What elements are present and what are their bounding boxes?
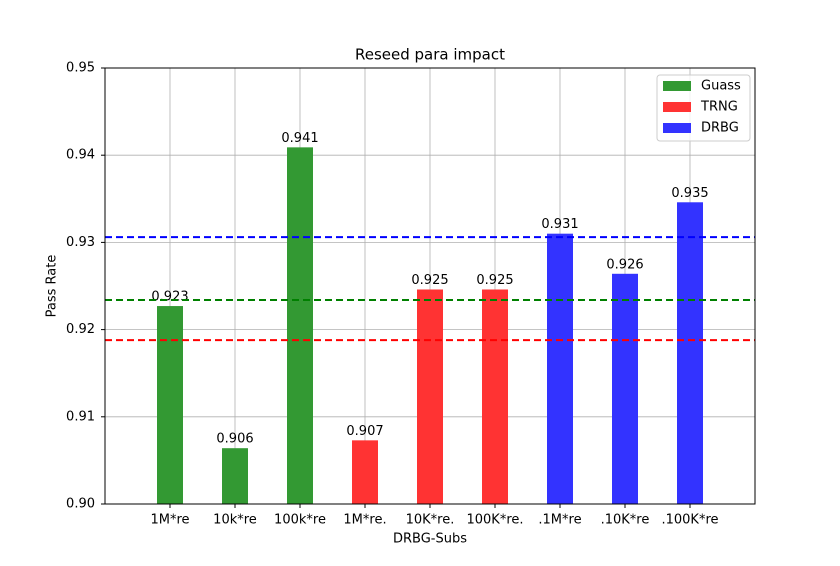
- y-tick-label: 0.93: [66, 235, 95, 250]
- bar: [612, 273, 638, 504]
- y-axis-label: Pass Rate: [45, 255, 60, 318]
- x-tick-label: 1M*re.: [343, 513, 386, 528]
- data-label: 0.925: [476, 273, 513, 288]
- data-label: 0.926: [606, 257, 643, 272]
- x-tick-label: 10k*re: [213, 513, 257, 528]
- bar: [547, 233, 573, 504]
- x-tick-label: .1M*re: [538, 513, 581, 528]
- data-label: 0.935: [671, 186, 708, 201]
- legend-swatch: [663, 123, 691, 133]
- x-tick-label: 100K*re.: [466, 513, 523, 528]
- bar: [417, 289, 443, 504]
- data-label: 0.907: [346, 424, 383, 439]
- x-tick-label: .10K*re: [601, 513, 650, 528]
- data-label: 0.925: [411, 273, 448, 288]
- y-tick-label: 0.91: [66, 409, 95, 424]
- bar: [157, 306, 183, 504]
- y-tick-label: 0.92: [66, 322, 95, 337]
- y-tick-label: 0.95: [66, 61, 95, 76]
- chart-title: Reseed para impact: [355, 46, 505, 64]
- legend-label: Guass: [701, 79, 741, 94]
- legend-label: DRBG: [701, 121, 739, 136]
- bar: [287, 147, 313, 505]
- legend-swatch: [663, 102, 691, 112]
- bar: [352, 440, 378, 504]
- data-label: 0.931: [541, 217, 578, 232]
- x-axis-label: DRBG-Subs: [393, 532, 467, 547]
- y-tick-label: 0.94: [66, 148, 95, 163]
- data-label: 0.923: [151, 290, 188, 305]
- plot-frame: [104, 67, 756, 505]
- bar: [677, 202, 703, 504]
- x-tick-label: 10K*re.: [406, 513, 455, 528]
- data-label: 0.906: [216, 432, 253, 447]
- x-tick-label: .100K*re: [661, 513, 718, 528]
- data-label: 0.941: [281, 131, 318, 146]
- bar: [482, 289, 508, 504]
- legend: Guass TRNG DRBG: [656, 74, 751, 142]
- x-tick-label: 1M*re: [150, 513, 189, 528]
- y-tick-label: 0.90: [66, 497, 95, 512]
- legend-label: TRNG: [700, 100, 738, 115]
- bar: [222, 448, 248, 504]
- x-tick-label: 100k*re: [274, 513, 326, 528]
- legend-swatch: [663, 81, 691, 91]
